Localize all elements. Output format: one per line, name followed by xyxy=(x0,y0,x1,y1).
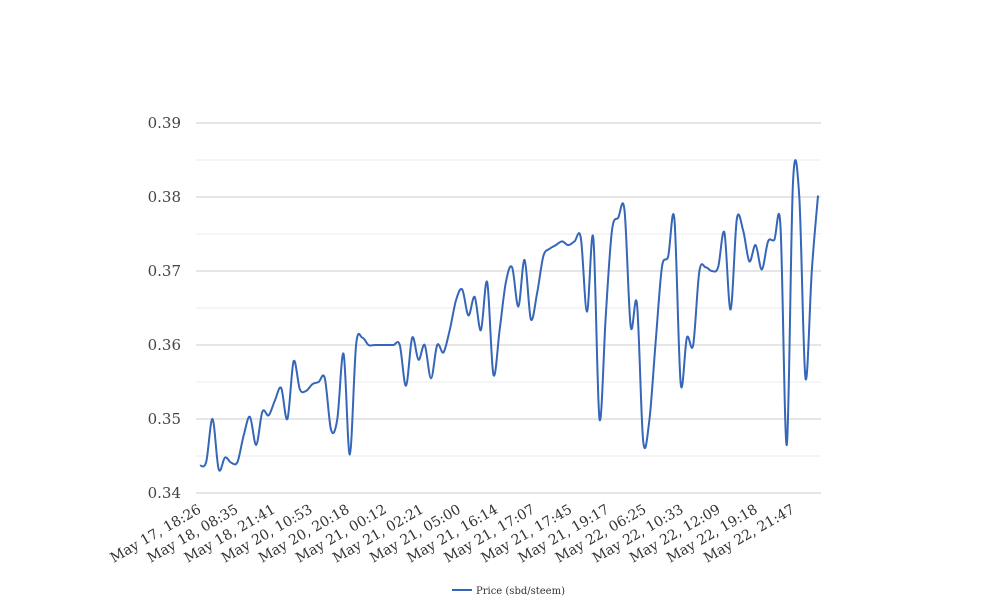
series-line-price xyxy=(199,159,819,472)
y-tick-label: 0.39 xyxy=(148,114,181,132)
y-tick-label: 0.37 xyxy=(148,262,181,280)
y-tick-label: 0.38 xyxy=(148,188,181,206)
y-tick-label: 0.34 xyxy=(148,484,181,502)
y-tick-label: 0.36 xyxy=(148,336,181,354)
legend-label: Price (sbd/steem) xyxy=(476,586,565,597)
gridlines xyxy=(196,122,821,494)
series-group xyxy=(199,159,819,472)
y-axis-tick-labels: 0.34 0.35 0.36 0.37 0.38 0.39 xyxy=(148,114,181,502)
legend: Price (sbd/steem) xyxy=(452,586,565,597)
y-tick-label: 0.35 xyxy=(148,410,181,428)
